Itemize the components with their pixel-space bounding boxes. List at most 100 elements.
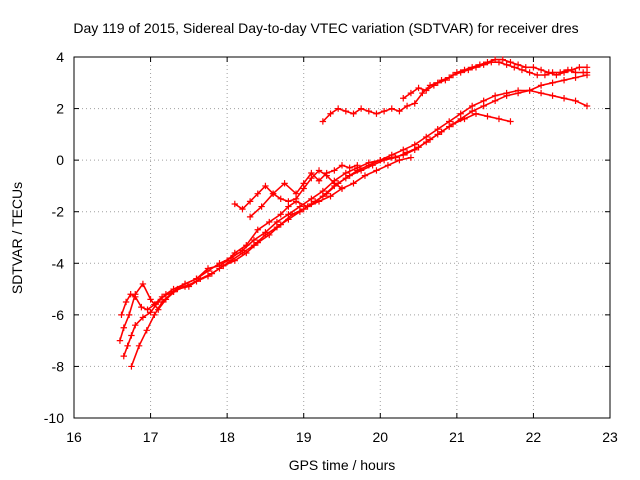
data-point [553,71,560,79]
data-point [576,64,583,71]
data-point [537,66,545,74]
data-point [526,87,533,94]
data-point [491,56,499,63]
data-point [132,291,139,298]
data-point [514,61,522,68]
series-track-1 [120,71,591,360]
data-point [277,221,284,228]
data-point [223,257,231,264]
data-point [350,110,357,117]
data-point [327,193,334,200]
data-point [541,71,549,79]
x-tick-label: 22 [526,429,542,445]
data-point [446,118,453,125]
data-point [269,190,277,197]
data-point [518,66,526,74]
data-point [254,190,261,197]
data-point [354,162,361,169]
data-point [403,102,411,110]
data-point [534,71,541,79]
data-point [338,185,346,192]
data-point [346,172,353,179]
y-tick-label: -8 [52,358,65,374]
data-point [560,95,568,102]
data-point [185,283,193,290]
data-point [254,226,261,233]
series-track-7 [319,58,591,125]
data-point [526,69,533,76]
data-point [357,105,365,112]
data-point [346,164,353,172]
data-point [549,92,556,99]
data-point [319,118,327,125]
data-point [430,82,438,89]
data-point [135,342,143,349]
data-point [246,213,254,221]
data-point [373,110,380,117]
series-line [322,61,588,123]
data-point [522,64,529,71]
x-tick-label: 23 [602,429,618,445]
data-point [181,280,189,288]
data-point [446,74,453,81]
data-point [369,162,376,169]
x-tick-labels: 16 17 18 19 20 21 22 23 [66,429,618,445]
y-tick-label: -6 [52,307,65,323]
data-point [484,113,491,120]
data-point [396,107,403,115]
y-tick-label: 2 [56,101,64,117]
data-point [138,303,145,311]
data-point [415,84,422,92]
data-point [262,182,269,190]
chart-title: Day 119 of 2015, Sidereal Day-to-day VTE… [73,20,578,36]
data-point [415,144,422,151]
data-point [124,342,131,349]
data-point [120,324,127,331]
data-point [407,154,415,161]
data-point [537,82,545,89]
data-point [392,154,399,161]
data-point [438,77,445,84]
data-point [246,198,254,205]
data-point [568,66,575,74]
data-point [438,128,445,135]
y-axis-label: SDTVAR / TECUs [9,182,25,294]
data-point [423,87,430,94]
data-point [243,242,250,249]
x-tick-label: 19 [296,429,312,445]
data-point [139,314,147,321]
data-point [357,167,365,174]
y-tick-label: -4 [52,255,65,271]
data-point [361,172,369,179]
data-point [411,141,418,148]
data-point [151,311,158,319]
data-point [147,296,154,303]
x-tick-label: 18 [219,429,235,445]
data-point [560,77,568,84]
data-point [503,61,510,68]
data-point [231,257,238,264]
data-point [281,180,288,187]
data-point [231,249,238,257]
data-point [453,69,461,76]
data-point [403,149,411,156]
x-tick-label: 16 [66,429,82,445]
data-point [331,180,338,187]
data-point [549,79,556,86]
data-point [468,102,476,110]
data-point [388,151,395,159]
data-point [545,69,552,76]
data-point [507,58,514,66]
data-point [514,87,522,94]
data-point [315,177,323,184]
axis-ticks [73,56,611,419]
data-point [388,105,395,112]
data-point [128,363,135,370]
data-point [300,180,307,187]
data-point [511,64,518,71]
data-point [120,352,127,360]
x-tick-label: 20 [372,429,388,445]
y-tick-label: 4 [56,49,64,65]
data-point [396,156,403,164]
data-point [334,105,342,112]
